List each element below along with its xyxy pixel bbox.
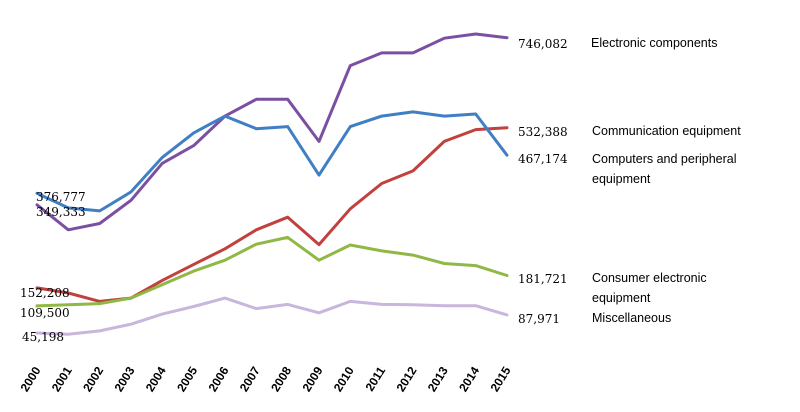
series-line-computers-and-peripheral-equipment (35, 110, 509, 213)
x-tick-2015: 2015 (488, 364, 514, 394)
series-name-communication-equipment: Communication equipment (592, 124, 741, 138)
end-value-miscellaneous: 87,971 (518, 312, 560, 326)
series-lines (35, 32, 509, 336)
x-tick-2002: 2002 (80, 364, 106, 394)
x-tick-2013: 2013 (425, 364, 451, 394)
x-tick-2011: 2011 (363, 364, 389, 394)
series-name-miscellaneous: Miscellaneous (592, 311, 671, 325)
series-name-computers-and-peripheral-equipment-line2: equipment (592, 172, 651, 186)
x-tick-2014: 2014 (456, 364, 482, 394)
x-tick-2007: 2007 (237, 364, 263, 394)
x-tick-2003: 2003 (112, 364, 138, 394)
series-name-consumer-electronic-equipment-line1: Consumer electronic (592, 271, 707, 285)
x-tick-2004: 2004 (143, 364, 169, 394)
series-name-electronic-components: Electronic components (591, 36, 717, 50)
x-tick-2009: 2009 (300, 364, 326, 394)
x-tick-2012: 2012 (394, 364, 420, 394)
series-name-labels: Electronic components Communication equip… (591, 36, 741, 325)
x-tick-2000: 2000 (18, 364, 44, 394)
series-line-communication-equipment (35, 126, 509, 303)
start-value-extra-1: 45,198 (22, 330, 64, 344)
series-line-electronic-components (35, 32, 509, 232)
end-value-computers-and-peripheral-equipment: 467,174 (518, 152, 568, 166)
end-value-consumer-electronic-equipment: 181,721 (518, 272, 568, 286)
series-name-consumer-electronic-equipment-line2: equipment (592, 291, 651, 305)
x-axis-tick-labels: 2000 2001 2002 2003 2004 2005 2006 2007 2008 2009… (18, 364, 514, 394)
end-value-labels: 746,082 532,388 467,174 181,721 87,971 (518, 37, 568, 326)
x-tick-2008: 2008 (268, 364, 294, 394)
end-value-electronic-components: 746,082 (518, 37, 568, 51)
x-tick-2010: 2010 (331, 364, 357, 394)
start-value-consumer-electronic-equipment: 152,208 (20, 286, 70, 300)
series-line-miscellaneous (35, 296, 509, 336)
start-value-computers-and-peripheral-equipment: 376,777 (36, 190, 86, 204)
x-tick-2005: 2005 (174, 364, 200, 394)
x-tick-2006: 2006 (206, 364, 232, 394)
end-value-communication-equipment: 532,388 (518, 125, 568, 139)
series-line-consumer-electronic-equipment (35, 235, 509, 308)
series-name-computers-and-peripheral-equipment-line1: Computers and peripheral (592, 152, 737, 166)
start-value-miscellaneous: 109,500 (20, 306, 70, 320)
x-tick-2001: 2001 (49, 364, 75, 394)
start-value-electronic-components: 349,333 (36, 205, 86, 219)
